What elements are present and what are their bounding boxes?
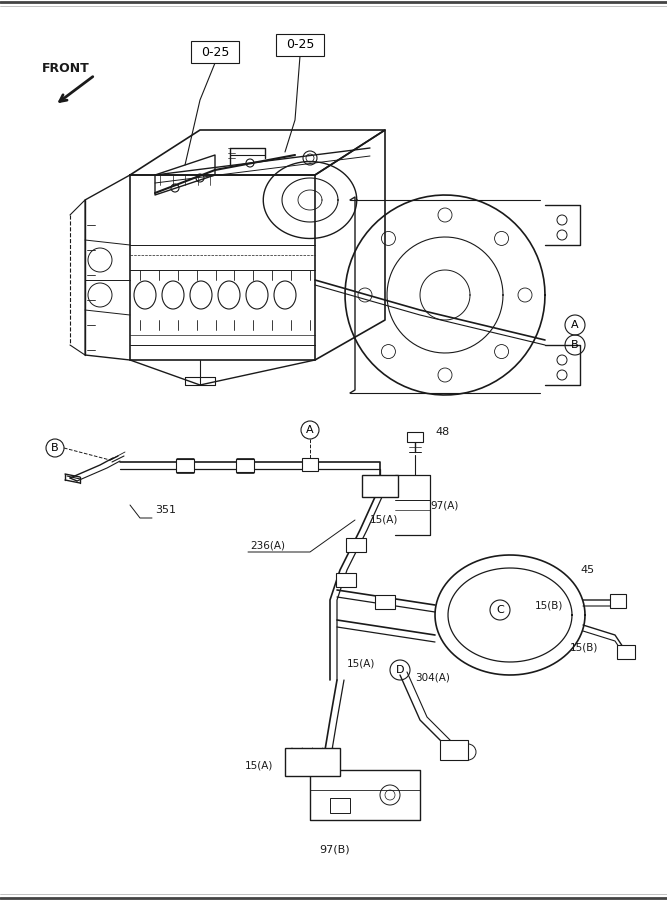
Text: 0-25: 0-25 (286, 39, 314, 51)
FancyBboxPatch shape (375, 595, 395, 609)
FancyBboxPatch shape (617, 645, 635, 659)
Text: B: B (51, 443, 59, 453)
Text: D: D (396, 665, 404, 675)
FancyBboxPatch shape (191, 41, 239, 63)
Circle shape (196, 174, 204, 182)
Text: 97(B): 97(B) (319, 845, 350, 855)
FancyBboxPatch shape (285, 748, 340, 776)
FancyBboxPatch shape (176, 459, 194, 472)
FancyBboxPatch shape (336, 573, 356, 587)
Text: C: C (496, 605, 504, 615)
Text: 0-25: 0-25 (201, 46, 229, 58)
Circle shape (171, 184, 179, 192)
Text: 304(A): 304(A) (415, 673, 450, 683)
Text: 15(A): 15(A) (245, 760, 273, 770)
Text: A: A (571, 320, 579, 330)
Text: 236(A): 236(A) (250, 540, 285, 550)
Text: 15(A): 15(A) (347, 658, 376, 668)
FancyBboxPatch shape (346, 538, 366, 552)
FancyBboxPatch shape (407, 432, 423, 442)
Text: 351: 351 (155, 505, 176, 515)
Text: 15(B): 15(B) (570, 643, 598, 653)
Text: A: A (306, 425, 313, 435)
Text: B: B (571, 340, 579, 350)
FancyBboxPatch shape (440, 740, 468, 760)
Text: 45: 45 (580, 565, 594, 575)
FancyBboxPatch shape (610, 594, 626, 608)
Text: 48: 48 (435, 427, 450, 437)
Text: 97(A): 97(A) (430, 500, 458, 510)
Circle shape (246, 159, 254, 167)
FancyBboxPatch shape (362, 475, 398, 497)
FancyBboxPatch shape (236, 459, 254, 472)
FancyBboxPatch shape (302, 458, 318, 471)
Text: FRONT: FRONT (42, 61, 90, 75)
FancyBboxPatch shape (276, 34, 324, 56)
Text: 15(B): 15(B) (535, 600, 564, 610)
Text: 15(A): 15(A) (370, 515, 398, 525)
